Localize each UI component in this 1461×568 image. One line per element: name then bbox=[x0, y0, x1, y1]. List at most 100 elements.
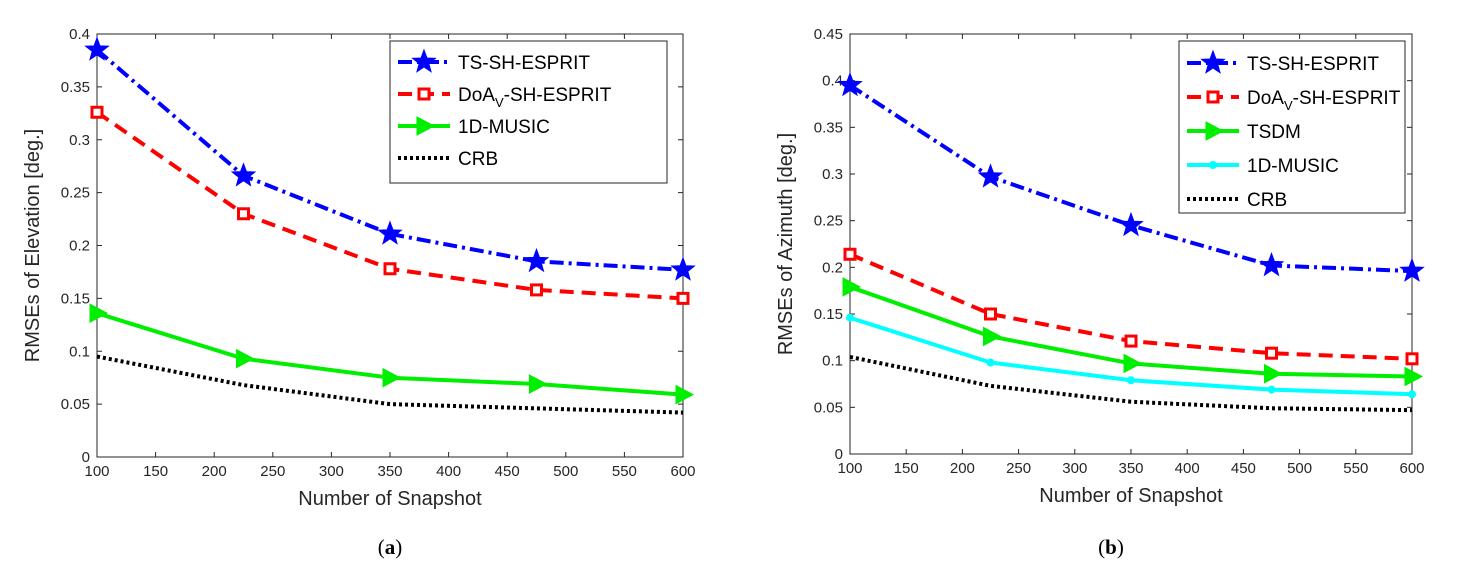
chart-b-ytick-label: 0 bbox=[835, 446, 843, 463]
chart-b-series-ts-sh-esprit bbox=[837, 71, 1425, 282]
chart-a-series-1d-music bbox=[89, 303, 695, 405]
chart-b-xlabel: Number of Snapshot bbox=[1039, 485, 1223, 507]
chart-a-legend-label: TS-SH-ESPRIT bbox=[458, 53, 590, 74]
chart-b-series-doav-sh-esprit bbox=[843, 247, 1419, 366]
chart-b-legend-marker bbox=[1206, 90, 1220, 104]
chart-b-data-point bbox=[1264, 363, 1283, 384]
chart-b-xtick-label: 300 bbox=[1062, 460, 1087, 477]
chart-a-legend-label: CRB bbox=[458, 149, 498, 170]
chart-a-xtick-label: 200 bbox=[202, 463, 227, 480]
chart-a-legend-label-sub: V bbox=[495, 95, 504, 110]
chart-b-legend-label-main: TS-SH-ESPRIT bbox=[1247, 54, 1379, 75]
chart-a-series-ts-sh-esprit bbox=[84, 36, 696, 281]
chart-a-xtick-label: 250 bbox=[260, 463, 285, 480]
chart-a-legend-label: 1D-MUSIC bbox=[458, 117, 550, 138]
chart-b-data-point bbox=[1124, 334, 1138, 348]
chart-b-xtick-label: 600 bbox=[1399, 460, 1424, 477]
chart-b-ylabel: RMSEs of Azimuth [deg.] bbox=[775, 133, 797, 355]
chart-b-data-point bbox=[1405, 352, 1419, 366]
chart-a-legend-marker bbox=[411, 48, 437, 73]
chart-b-xtick-label: 550 bbox=[1343, 460, 1368, 477]
chart-a-xtick-label: 150 bbox=[143, 463, 168, 480]
chart-b-legend-marker bbox=[1200, 49, 1226, 74]
chart-a-legend-marker bbox=[416, 116, 436, 136]
chart-b: 100 150 200 250 300 350 400 450 500 550 600 0 0.05 0.… bbox=[775, 26, 1425, 559]
chart-b-ytick-label: 0.4 bbox=[822, 73, 843, 90]
chart-a-legend-label-main: 1D-MUSIC bbox=[458, 117, 550, 138]
chart-b-xtick-label: 250 bbox=[1006, 460, 1031, 477]
chart-a-data-point bbox=[89, 303, 109, 324]
chart-b-ytick-label: 0.05 bbox=[814, 399, 843, 416]
chart-b-xtick-label: 100 bbox=[837, 460, 862, 477]
chart-a-data-point bbox=[382, 367, 402, 388]
chart-b-data-point bbox=[1127, 376, 1135, 385]
chart-a-ylabel: RMSEs of Elevation [deg.] bbox=[22, 129, 44, 362]
chart-b-legend-label: DoAV-SH-ESPRIT bbox=[1247, 88, 1401, 113]
chart-b-legend-label-main: TSDM bbox=[1247, 122, 1301, 143]
chart-a: 100 150 200 250 300 350 400 450 500 550 600 0 0.05 0.… bbox=[22, 26, 696, 559]
chart-a-data-point bbox=[383, 262, 397, 276]
chart-b-legend-label-sub: V bbox=[1284, 98, 1293, 113]
chart-b-ytick-label: 0.25 bbox=[814, 213, 843, 230]
chart-b-ytick-label: 0.3 bbox=[822, 166, 843, 183]
chart-b-xtick-label: 200 bbox=[950, 460, 975, 477]
chart-a-xtick-label: 300 bbox=[319, 463, 344, 480]
chart-b-data-point bbox=[1123, 353, 1143, 374]
chart-a-data-point bbox=[529, 374, 548, 394]
chart-a-xtick-label: 500 bbox=[553, 463, 578, 480]
chart-b-legend-label-tail: -SH-ESPRIT bbox=[1293, 88, 1401, 109]
chart-a-data-point bbox=[90, 105, 104, 119]
chart-a-data-point bbox=[530, 283, 543, 297]
chart-b-ytick-label: 0.45 bbox=[814, 26, 843, 43]
chart-b-data-point bbox=[1258, 252, 1285, 277]
chart-b-caption-open: ( bbox=[1098, 535, 1105, 559]
chart-b-series-1d-music bbox=[846, 313, 1416, 399]
chart-a-data-point bbox=[377, 220, 403, 245]
chart-a-caption-open: ( bbox=[378, 535, 385, 559]
chart-a-xtick-label: 600 bbox=[670, 463, 695, 480]
chart-a-legend-label-tail: -SH-ESPRIT bbox=[504, 85, 612, 106]
chart-a-ytick-label: 0.25 bbox=[61, 185, 90, 202]
chart-a-data-point bbox=[230, 162, 257, 187]
chart-b-caption-letter: b bbox=[1105, 535, 1117, 559]
chart-a-xtick-label: 400 bbox=[436, 463, 461, 480]
chart-a-legend-label-main: TS-SH-ESPRIT bbox=[458, 53, 590, 74]
chart-b-data-point bbox=[1399, 257, 1425, 282]
chart-b-xtick-label: 350 bbox=[1118, 460, 1143, 477]
chart-b-legend-marker bbox=[1209, 161, 1217, 169]
chart-b-legend-label: 1D-MUSIC bbox=[1247, 156, 1339, 177]
chart-a-ytick-label: 0.15 bbox=[61, 290, 90, 307]
chart-b-data-point bbox=[846, 313, 854, 322]
chart-b-data-point bbox=[984, 307, 997, 321]
chart-b-data-point bbox=[977, 163, 1004, 188]
chart-b-xtick-label: 450 bbox=[1231, 460, 1256, 477]
chart-b-data-point bbox=[1404, 366, 1424, 387]
chart-a-series-line bbox=[96, 354, 684, 415]
chart-b-xtick-label: 150 bbox=[894, 460, 919, 477]
chart-a-series-doav-sh-esprit bbox=[90, 105, 690, 305]
chart-b-data-point bbox=[1118, 211, 1144, 237]
chart-b-data-point bbox=[1265, 346, 1278, 360]
chart-b-legend: TS-SH-ESPRIT DoAV-SH-ESPRIT TSDM 1D-MUSIC CR… bbox=[1178, 40, 1406, 214]
chart-a-legend-label: DoAV-SH-ESPRIT bbox=[458, 85, 612, 110]
chart-b-series-tsdm bbox=[842, 277, 1424, 387]
chart-a-data-point bbox=[236, 348, 255, 369]
chart-a-ytick-label: 0 bbox=[82, 449, 90, 466]
chart-a-legend-label-main: CRB bbox=[458, 149, 498, 170]
chart-b-ytick-label: 0.1 bbox=[822, 353, 843, 370]
chart-a-data-point bbox=[523, 247, 550, 273]
chart-a-data-point bbox=[84, 36, 110, 61]
chart-b-data-point bbox=[843, 247, 857, 261]
chart-a-data-point bbox=[670, 256, 696, 281]
chart-b-ytick-label: 0.2 bbox=[822, 259, 843, 276]
chart-a-series-crb bbox=[96, 354, 684, 415]
chart-b-legend-label: CRB bbox=[1247, 190, 1287, 211]
chart-a-xtick-label: 450 bbox=[495, 463, 520, 480]
chart-b-data-point bbox=[842, 277, 862, 297]
chart-b-series-line bbox=[849, 354, 1413, 413]
chart-a-data-point bbox=[237, 207, 250, 221]
chart-b-caption: (b) bbox=[1098, 535, 1124, 559]
chart-a-series-line bbox=[95, 48, 684, 272]
chart-a-xtick-label: 100 bbox=[84, 463, 109, 480]
